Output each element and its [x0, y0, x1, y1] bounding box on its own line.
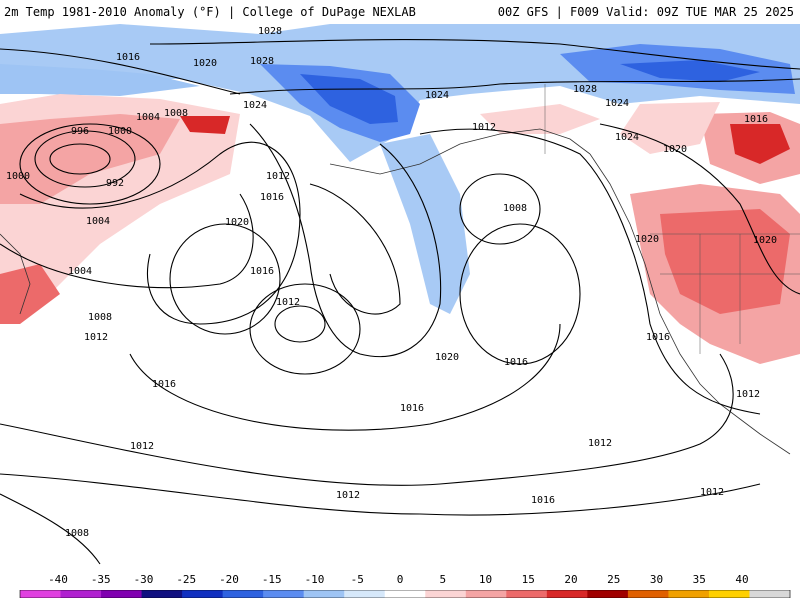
isobar-label: 1016 [504, 357, 528, 368]
isobar-label: 1012 [700, 487, 724, 498]
colorbar-tick-label: -25 [176, 573, 197, 586]
political-borders [544, 84, 800, 354]
colorbar-tick-label: 5 [439, 573, 447, 586]
isobar-label: 1016 [646, 332, 670, 343]
warm-anomaly-shading [0, 94, 800, 364]
colorbar-swatch [546, 590, 588, 598]
isobars [0, 39, 800, 565]
colorbar-tick-label: -30 [133, 573, 154, 586]
isobar-label: 1016 [744, 114, 768, 125]
isobar-label: 1012 [84, 332, 108, 343]
isobar-label: 1012 [588, 438, 612, 449]
colorbar-tick-label: -15 [261, 573, 282, 586]
map-header: 2m Temp 1981-2010 Anomaly (°F) | College… [0, 0, 800, 24]
colorbar-swatch [60, 590, 102, 598]
colorbar-tick-label: 20 [564, 573, 578, 586]
colorbar-swatch [668, 590, 710, 598]
colorbar-swatch [425, 590, 467, 598]
coastlines [0, 128, 791, 455]
colorbar-swatch [627, 590, 669, 598]
isobar-label: 1008 [164, 108, 188, 119]
isobar-label: 1012 [336, 490, 360, 501]
isobar-label: 1016 [400, 403, 424, 414]
colorbar-tick-label: -40 [48, 573, 68, 586]
colorbar-swatch [465, 590, 507, 598]
colorbar-outline [19, 590, 791, 598]
colorbar-scale [19, 590, 791, 598]
isobar-label: 1004 [136, 112, 160, 123]
colorbar-tick-label: 0 [396, 573, 404, 586]
isobar-label: 1020 [225, 217, 249, 228]
colorbar-swatch [101, 590, 143, 598]
isobar-label: 1028 [573, 84, 597, 95]
isobar-label: 1020 [435, 352, 459, 363]
isobar-label: 1028 [250, 56, 274, 67]
colorbar-swatch [20, 590, 62, 598]
isobar-label: 1016 [250, 266, 274, 277]
isobar-label: 1016 [531, 495, 555, 506]
isobar-label: 1020 [663, 144, 687, 155]
colorbar-tick-label: 35 [692, 573, 706, 586]
colorbar-tick-label: 25 [607, 573, 621, 586]
colorbar-swatch [182, 590, 224, 598]
isobar-label: 1024 [615, 132, 639, 143]
isobar-label: 1000 [6, 171, 30, 182]
model-run-info: 00Z GFS | F009 Valid: 09Z TUE MAR 25 202… [497, 5, 794, 19]
isobar-label: 1012 [276, 297, 300, 308]
colorbar-tick-label: 40 [735, 573, 749, 586]
colorbar-swatch [344, 590, 386, 598]
isobar-labels: 1028 1016 1020 1028 1024 1008 1004 1000 996 992 10… [6, 26, 777, 539]
colorbar-tick-label: -5 [350, 573, 364, 586]
colorbar-tick-label: 15 [521, 573, 535, 586]
isobar-label: 1024 [243, 100, 267, 111]
colorbar-tick-label: -35 [90, 573, 111, 586]
anomaly-map: 1028 1016 1020 1028 1024 1008 1004 1000 996 992 10… [0, 24, 800, 565]
colorbar-swatch [141, 590, 183, 598]
isobar-label: 1020 [635, 234, 659, 245]
isobar-label: 1008 [503, 203, 527, 214]
isobar-label: 1004 [68, 266, 92, 277]
isobar-label: 1024 [605, 98, 629, 109]
product-title: 2m Temp 1981-2010 Anomaly (°F) | College… [4, 5, 416, 19]
colorbar-swatch [506, 590, 548, 598]
isobar-label: 1012 [266, 171, 290, 182]
colorbar-swatch [708, 590, 750, 598]
colorbar-swatch [749, 590, 791, 598]
colorbar-tick-labels: -40 -35 -30 -25 -20 -15 -10 -5 0 5 10 15 20 25 30 35 40 [0, 572, 800, 586]
colorbar-swatch [222, 590, 264, 598]
colorbar-tick-label: 30 [649, 573, 664, 586]
isobar-label: 1024 [425, 90, 449, 101]
colorbar-swatch [263, 590, 305, 598]
isobar-label: 1000 [108, 126, 132, 137]
colorbar-legend: -40 -35 -30 -25 -20 -15 -10 -5 0 5 10 15 20 25 30 35 40 [0, 572, 800, 600]
isobar-label: 1012 [472, 122, 496, 133]
colorbar-tick-label: 10 [478, 573, 493, 586]
isobar-label: 1020 [753, 235, 777, 246]
colorbar-swatch [384, 590, 426, 598]
isobar-label: 1016 [260, 192, 284, 203]
isobar-label: 1016 [116, 52, 140, 63]
isobar-label: 1012 [130, 441, 154, 452]
colorbar-tick-label: -10 [304, 573, 325, 586]
isobar-label: 1016 [152, 379, 176, 390]
colorbar-swatch [303, 590, 345, 598]
isobar-label: 992 [106, 178, 124, 189]
colorbar-tick-label: -20 [219, 573, 239, 586]
isobar-label: 1020 [193, 58, 217, 69]
isobar-label: 1004 [86, 216, 110, 227]
cold-anomaly-shading [0, 24, 800, 314]
isobar-label: 1008 [88, 312, 112, 323]
isobar-label: 1028 [258, 26, 282, 37]
isobar-label: 1008 [65, 528, 89, 539]
isobar-label: 996 [71, 126, 89, 137]
colorbar-swatch [587, 590, 629, 598]
isobar-label: 1012 [736, 389, 760, 400]
